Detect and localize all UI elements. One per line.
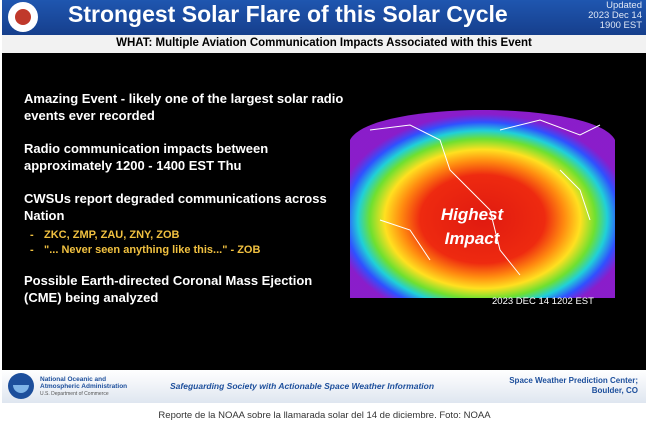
sub-bullet-item: - ZKC, ZMP, ZAU, ZNY, ZOB [30,229,180,241]
subtitle-bar [2,35,646,53]
sub-bullet-item: - "... Never seen anything like this..." … [30,244,261,256]
tagline: Safeguarding Society with Actionable Spa… [170,381,435,391]
nws-logo-icon [8,2,38,32]
impact-label-impact: Impact [445,229,501,248]
footer-bar [2,370,646,403]
photo-caption: Reporte de la NOAA sobre la llamarada so… [158,410,491,421]
bullet-item: Possible Earth-directed Coronal Mass Eje… [24,273,313,305]
swpc-credit: Space Weather Prediction Center; Boulder… [509,376,638,395]
updated-label: Updated [606,0,642,11]
noaa-department: U.S. Department of Commerce [40,391,109,397]
bullet-item: CWSUs report degraded communications acr… [24,191,327,223]
bullet-item: Amazing Event - likely one of the larges… [24,91,344,123]
noaa-logo-icon [8,373,34,399]
bullet-list: Amazing Event - likely one of the larges… [24,90,344,322]
impact-label-highest: Highest [441,205,505,224]
slide: Strongest Solar Flare of this Solar Cycl… [2,0,646,403]
header-bar [2,0,646,35]
noaa-name: National Oceanic and Atmospheric Adminis… [40,376,128,390]
coastline-outline [369,119,601,276]
bullet-item: Radio communication impacts between appr… [24,141,269,173]
updated-date: 2023 Dec 14 [588,10,642,21]
impact-map: Highest Impact [350,110,615,298]
slide-title: Strongest Solar Flare of this Solar Cycl… [68,1,508,27]
impact-footprint [350,110,615,298]
map-timestamp: 2023 DEC 14 1202 EST [492,296,594,307]
updated-time: 1900 EST [599,20,642,31]
subtitle: WHAT: Multiple Aviation Communication Im… [116,37,532,49]
updated-stamp: Updated 2023 Dec 14 1900 EST [562,1,642,31]
